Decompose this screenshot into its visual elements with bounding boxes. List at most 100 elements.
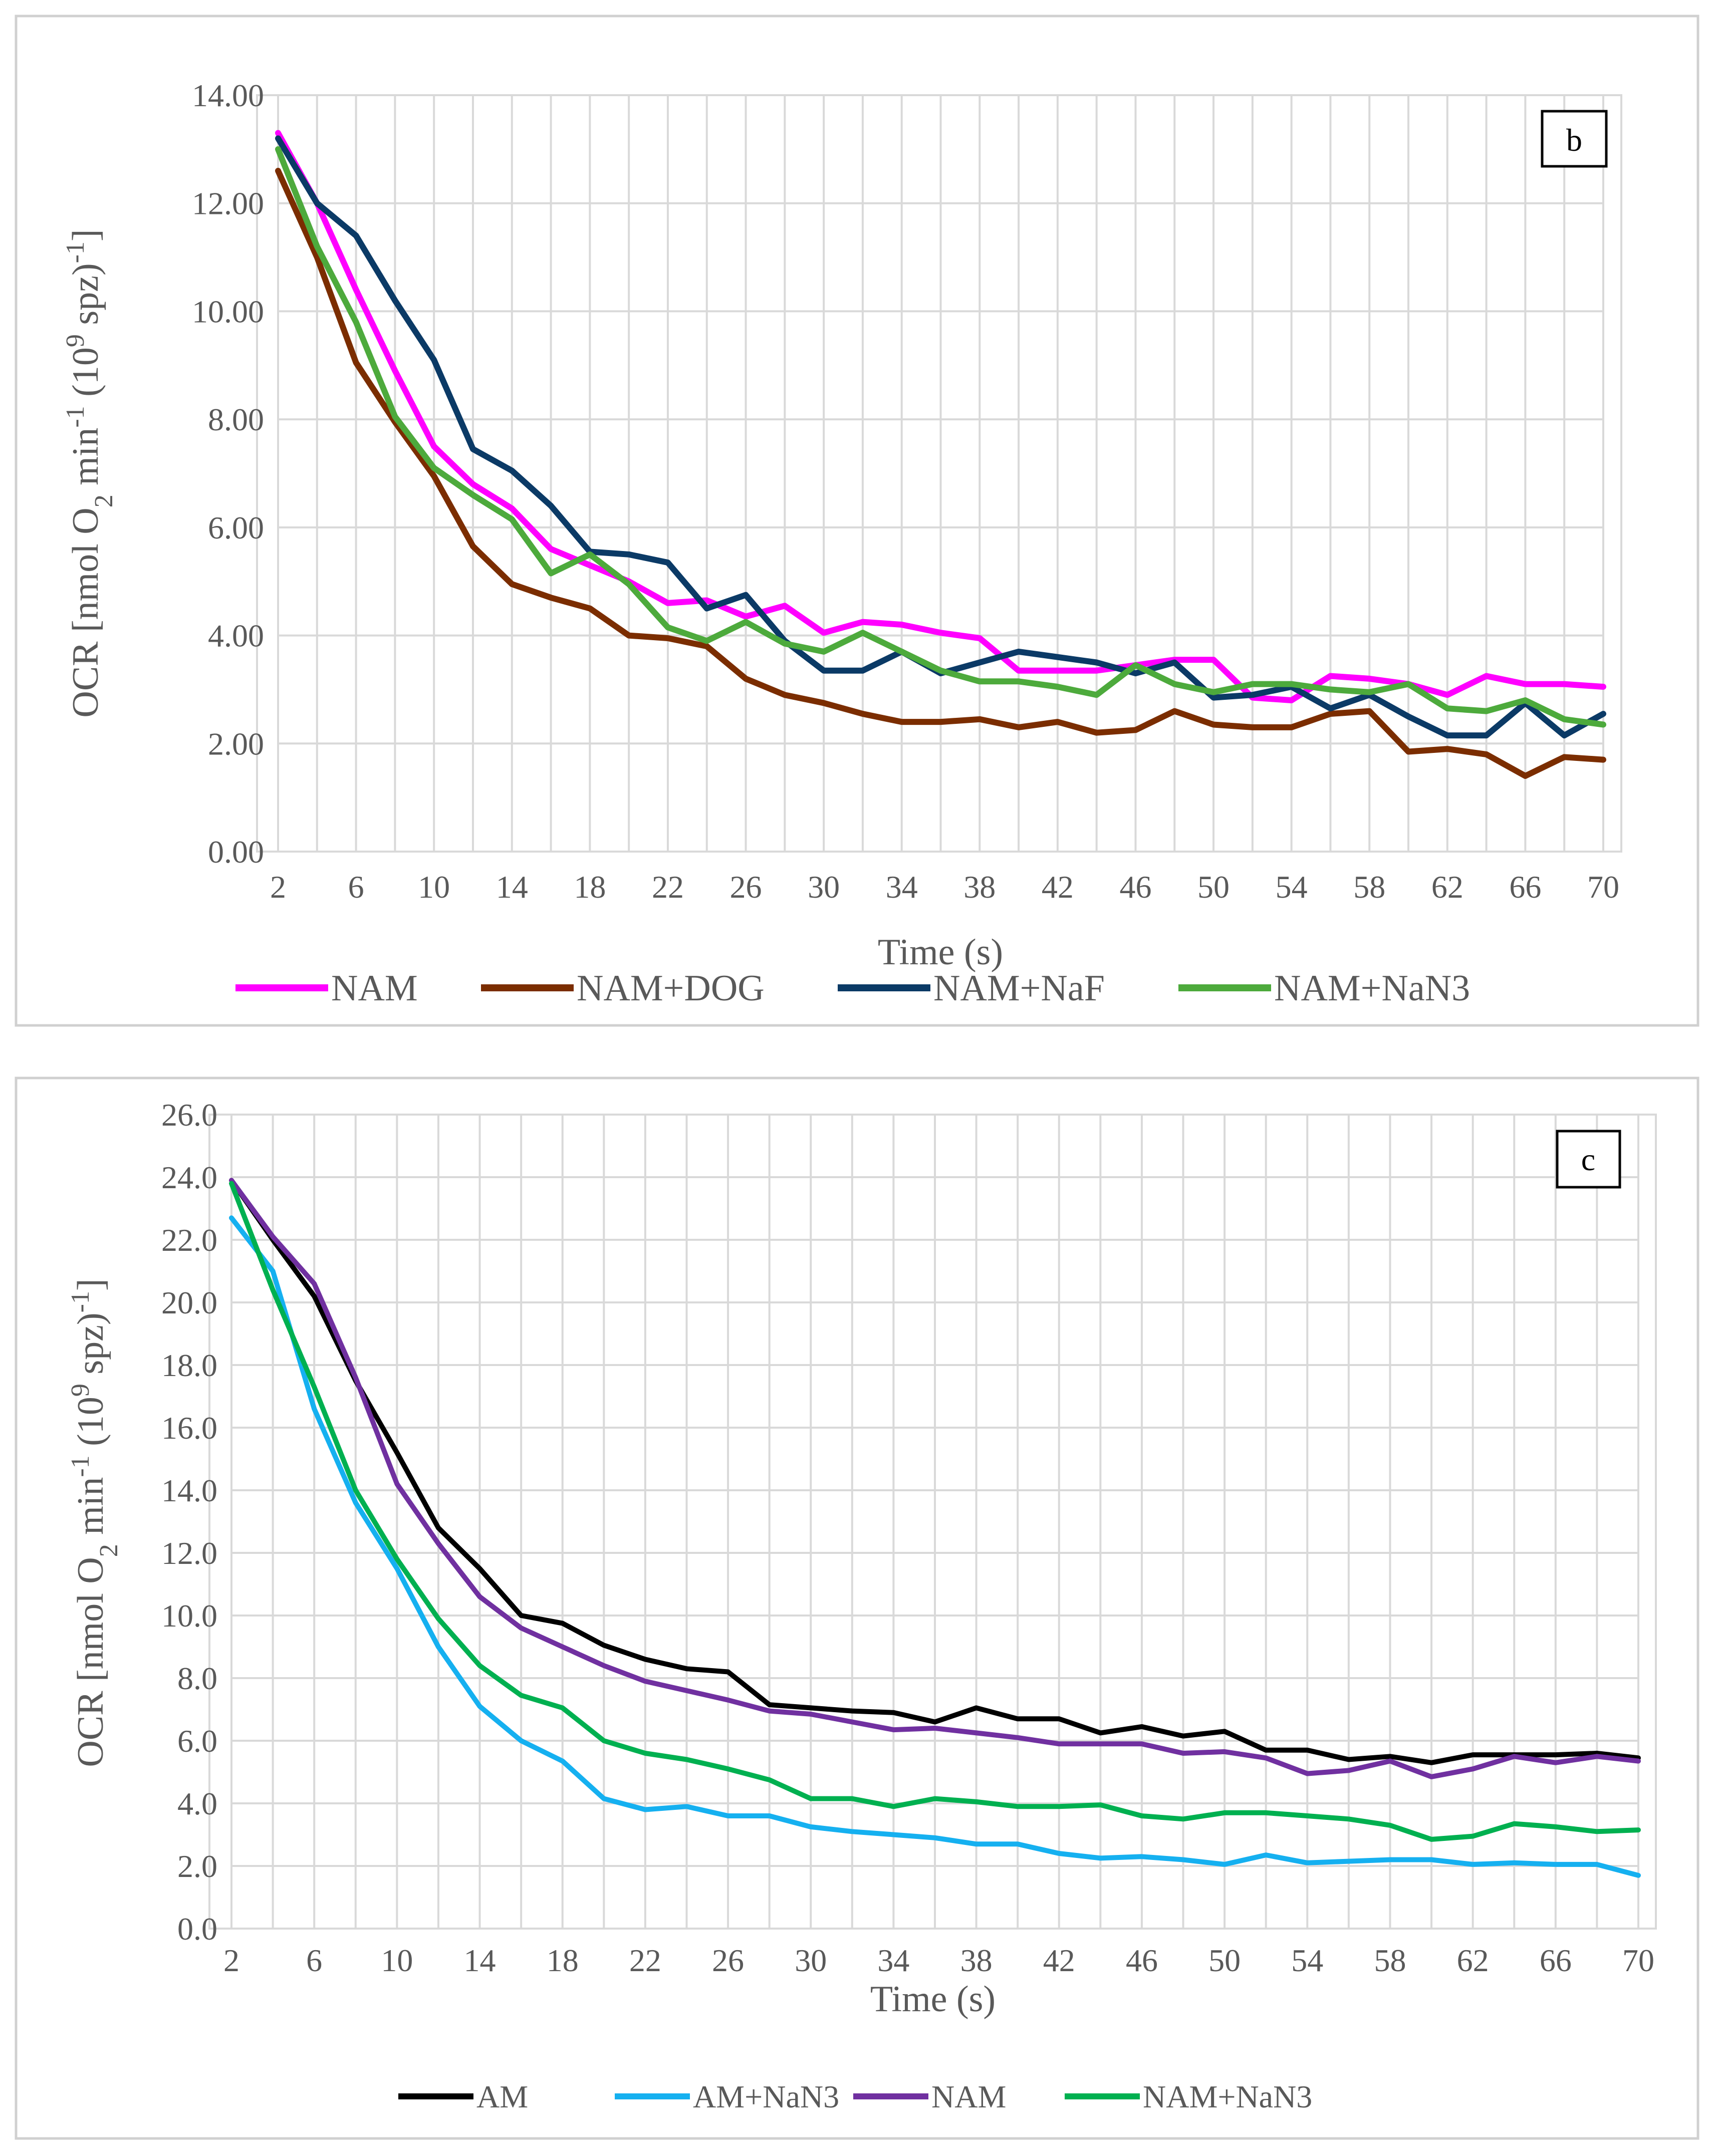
y-axis-title-part: spz) xyxy=(65,263,106,334)
y-tick-label: 2.0 xyxy=(177,1848,217,1884)
x-tick-label: 6 xyxy=(348,869,364,905)
panel-c-y-axis-title: OCR [nmol O2 min-1 (109 spz)-1] xyxy=(66,1278,123,1767)
panel-b-frame xyxy=(15,15,1699,1027)
panel-b-series xyxy=(275,130,1606,779)
y-tick-label: 2.00 xyxy=(208,726,264,761)
y-tick-label: 0.00 xyxy=(208,834,264,870)
x-tick-label: 38 xyxy=(963,869,996,905)
x-tick-label: 66 xyxy=(1540,1943,1572,1978)
panel-c-legend: AM AM+NaN3 NAM NAM+NaN3 xyxy=(398,2079,1312,2114)
x-tick-label: 6 xyxy=(306,1943,322,1978)
panel-b-y-ticks: 0.00 2.00 4.00 6.00 8.00 10.00 12.00 14.00 xyxy=(192,78,264,870)
y-tick-label: 20.0 xyxy=(161,1285,217,1320)
x-tick-label: 46 xyxy=(1119,869,1151,905)
x-tick-label: 30 xyxy=(795,1943,827,1978)
legend-label: NAM+NaF xyxy=(933,968,1105,1009)
legend-label: NAM xyxy=(931,2079,1006,2114)
y-axis-title-part: -1 xyxy=(66,1291,95,1312)
legend-label: NAM+NaN3 xyxy=(1274,968,1470,1009)
y-tick-label: 8.00 xyxy=(208,402,264,437)
x-tick-label: 66 xyxy=(1509,869,1541,905)
legend-label: AM+NaN3 xyxy=(693,2079,839,2114)
y-tick-label: 4.0 xyxy=(177,1786,217,1821)
x-tick-label: 50 xyxy=(1208,1943,1241,1978)
x-tick-label: 10 xyxy=(381,1943,413,1978)
y-axis-title-part: ] xyxy=(70,1278,111,1291)
panel-b-legend: NAM NAM+DOG NAM+NaF NAM+NaN3 xyxy=(235,968,1470,1009)
series-line-nam-dog xyxy=(275,168,1606,779)
x-tick-label: 22 xyxy=(629,1943,661,1978)
y-axis-title-part: -1 xyxy=(61,241,90,263)
panel-c-grid xyxy=(230,1114,1639,1930)
panel-b-label-box xyxy=(1541,110,1608,168)
panel-b-label: b xyxy=(1566,122,1582,158)
y-tick-label: 4.00 xyxy=(208,618,264,654)
y-tick-label: 8.0 xyxy=(177,1661,217,1696)
legend-label: NAM xyxy=(331,968,418,1009)
x-tick-label: 58 xyxy=(1374,1943,1406,1978)
x-tick-label: 58 xyxy=(1353,869,1385,905)
series-line-nam xyxy=(229,1178,1641,1779)
x-tick-label: 54 xyxy=(1291,1943,1323,1978)
x-tick-label: 10 xyxy=(418,869,450,905)
y-axis-title-part: 9 xyxy=(61,334,90,347)
legend-label: NAM+DOG xyxy=(577,968,765,1009)
series-line-nam-nan3 xyxy=(229,1181,1641,1842)
panel-b-grid xyxy=(277,94,1604,853)
panel-c-y-ticks: 0.0 2.0 4.0 6.0 8.0 10.0 12.0 14.0 16.0 18.0 20.0 2… xyxy=(161,1097,217,1947)
y-axis-title-part: min xyxy=(70,1477,111,1544)
y-axis-title-part: 2 xyxy=(95,1544,123,1557)
y-tick-label: 18.0 xyxy=(161,1348,217,1383)
x-tick-label: 34 xyxy=(877,1943,909,1978)
series-line-nam xyxy=(275,130,1606,703)
y-axis-title-part: (10 xyxy=(70,1397,111,1455)
legend-label: AM xyxy=(476,2079,528,2114)
y-tick-label: 10.00 xyxy=(192,294,264,329)
y-tick-label: 14.00 xyxy=(192,78,264,113)
legend-label: NAM+NaN3 xyxy=(1143,2079,1312,2114)
x-tick-label: 26 xyxy=(730,869,762,905)
series-line-nam-nan3 xyxy=(275,146,1606,728)
x-tick-label: 42 xyxy=(1042,869,1074,905)
x-tick-label: 2 xyxy=(270,869,286,905)
x-tick-label: 70 xyxy=(1622,1943,1654,1978)
x-tick-label: 14 xyxy=(464,1943,496,1978)
panel-c-series xyxy=(229,1178,1641,1878)
panel-c-frame xyxy=(15,1076,1699,2140)
y-tick-label: 16.0 xyxy=(161,1410,217,1446)
x-tick-label: 34 xyxy=(886,869,918,905)
y-axis-title-part: spz) xyxy=(70,1312,111,1384)
y-tick-label: 14.0 xyxy=(161,1473,217,1508)
x-tick-label: 62 xyxy=(1457,1943,1489,1978)
panel-b-y-axis-title: OCR [nmol O2 min-1 (109 spz)-1] xyxy=(61,229,118,717)
panel-c-x-axis-title: Time (s) xyxy=(870,1979,996,2020)
panel-b-x-axis-title: Time (s) xyxy=(878,932,1003,973)
panel-c-label-box xyxy=(1556,1130,1621,1189)
y-tick-label: 24.0 xyxy=(161,1160,217,1195)
series-line-am xyxy=(229,1178,1641,1765)
x-tick-label: 38 xyxy=(960,1943,993,1978)
y-axis-title-part: min xyxy=(65,428,106,495)
y-axis-title-part: ] xyxy=(65,229,106,241)
x-tick-label: 70 xyxy=(1587,869,1619,905)
y-axis-title-part: 2 xyxy=(90,494,118,507)
y-axis-title-part: OCR [nmol O xyxy=(65,507,106,717)
series-line-am-nan3 xyxy=(229,1215,1641,1878)
x-tick-label: 26 xyxy=(712,1943,744,1978)
x-tick-label: 42 xyxy=(1043,1943,1075,1978)
y-tick-label: 12.00 xyxy=(192,186,264,221)
y-tick-label: 0.0 xyxy=(177,1911,217,1947)
y-axis-title-part: (10 xyxy=(65,347,106,406)
y-tick-label: 12.0 xyxy=(161,1535,217,1571)
y-tick-label: 10.0 xyxy=(161,1598,217,1634)
x-tick-label: 50 xyxy=(1197,869,1230,905)
y-tick-label: 22.0 xyxy=(161,1222,217,1258)
x-tick-label: 30 xyxy=(808,869,840,905)
y-tick-label: 6.0 xyxy=(177,1723,217,1759)
x-tick-label: 46 xyxy=(1126,1943,1158,1978)
x-tick-label: 62 xyxy=(1431,869,1463,905)
y-axis-title-part: -1 xyxy=(61,406,90,427)
x-tick-label: 14 xyxy=(496,869,528,905)
panel-c-label: c xyxy=(1581,1142,1595,1177)
x-tick-label: 18 xyxy=(574,869,606,905)
